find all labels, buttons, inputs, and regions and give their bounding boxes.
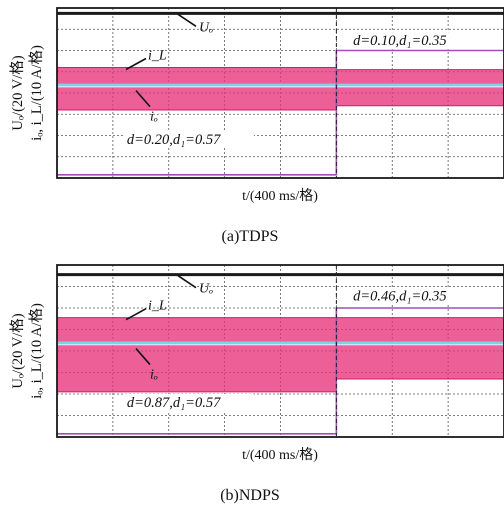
iL-series-label: i_L — [148, 299, 167, 314]
annotation-bg — [123, 393, 254, 411]
annotation-label-1: d=0.20,d₁=0.57 — [127, 132, 221, 148]
y-axis-label-voltage: Uₒ/(20 V/格) — [9, 55, 26, 130]
iL-ripple-band-after — [336, 317, 504, 379]
panel-caption: (b)NDPS — [220, 487, 280, 504]
annotation-bg — [350, 287, 481, 305]
annotation-label-2: d=0.10,d₁=0.35 — [353, 33, 447, 49]
iL-series-label: i_L — [148, 49, 167, 64]
uo-series-label: Uₒ — [199, 282, 213, 297]
io-series-label: iₒ — [150, 110, 158, 125]
annotation-label-1: d=0.87,d₁=0.57 — [127, 395, 221, 411]
uo-series-label: Uₒ — [199, 20, 213, 35]
iL-ripple-band-after — [336, 69, 504, 106]
io-series-label: iₒ — [150, 368, 158, 383]
chart-panel-2: d=0.87,d₁=0.57 d=0.46,d₁=0.35 Uₒ i_L iₒ Uₒ/(2… — [9, 264, 504, 504]
iL-ripple-band-before — [57, 317, 337, 392]
chart-panel-1: d=0.20,d₁=0.57 d=0.10,d₁=0.35 Uₒ i_L iₒ Uₒ/(2… — [9, 7, 504, 245]
annotation-bg — [350, 32, 481, 50]
uo-leader — [177, 275, 197, 289]
annotation-label-2: d=0.46,d₁=0.35 — [353, 288, 447, 304]
y-axis-label-voltage: Uₒ/(20 V/格) — [9, 313, 26, 388]
plot-frame — [56, 264, 504, 438]
io-leader — [135, 90, 151, 108]
iL-leader — [125, 307, 147, 321]
y-axis-label-current: iₒ, i_L/(10 A/格) — [28, 303, 45, 399]
y-axis-label-current: iₒ, i_L/(10 A/格) — [28, 45, 45, 141]
x-axis-label: t/(400 ms/格) — [242, 447, 318, 463]
annotation-bg — [123, 131, 254, 148]
uo-leader — [177, 13, 197, 27]
iL-ripple-band-before — [57, 67, 337, 110]
x-axis-label: t/(400 ms/格) — [242, 188, 318, 204]
iL-leader — [125, 57, 147, 71]
panel-caption: (a)TDPS — [222, 228, 279, 245]
d-signal-trace — [57, 49, 504, 176]
plot-frame — [56, 7, 504, 179]
io-leader — [135, 348, 151, 366]
